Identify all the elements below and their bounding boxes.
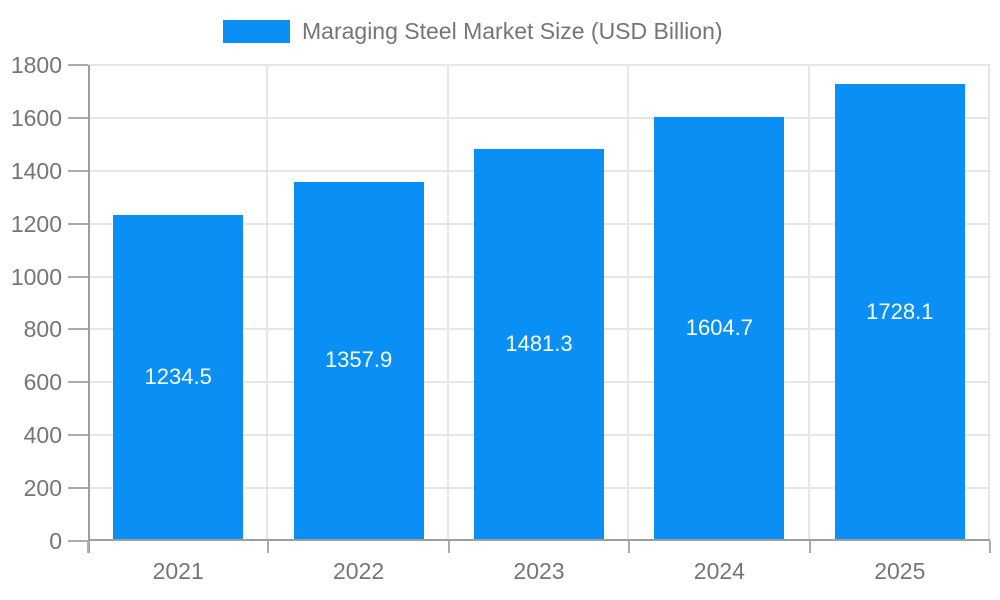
y-axis-tick-label: 1800	[10, 52, 62, 78]
y-axis-tick	[68, 169, 88, 172]
x-axis-tick	[447, 541, 450, 553]
y-axis-tick	[68, 222, 88, 225]
legend-series-label: Maraging Steel Market Size (USD Billion)	[302, 18, 723, 44]
bar-2021: 1234.5	[113, 214, 244, 539]
x-axis-tick	[989, 541, 991, 553]
y-axis-tick-label: 400	[23, 422, 62, 449]
x-axis-category-label: 2025	[874, 558, 926, 584]
gridline-vertical	[446, 65, 449, 541]
x-axis-category-label: 2024	[693, 558, 745, 584]
y-axis-tick	[68, 540, 88, 542]
x-axis-tick	[628, 541, 631, 553]
x-axis-tick	[267, 541, 270, 553]
gridline-vertical	[627, 65, 630, 541]
gridline-vertical	[988, 65, 990, 541]
x-axis-tick	[808, 541, 811, 553]
bar-value-label: 1234.5	[144, 363, 212, 389]
y-axis-tick	[68, 381, 88, 384]
y-axis-tick-label: 1200	[10, 210, 62, 237]
y-axis-tick-label: 1400	[10, 157, 62, 184]
y-axis-tick-label: 1000	[10, 263, 62, 290]
y-axis-tick	[68, 116, 88, 119]
y-axis-tick-label: 0	[49, 528, 62, 554]
y-axis-tick	[68, 487, 88, 490]
legend: Maraging Steel Market Size (USD Billion)	[223, 17, 723, 45]
y-axis-tick	[68, 434, 88, 437]
x-axis-line	[88, 539, 990, 541]
gridline-horizontal	[88, 64, 990, 66]
bar-2025: 1728.1	[834, 84, 965, 539]
y-axis-tick	[68, 328, 88, 331]
gridline-vertical	[807, 65, 810, 541]
y-axis-line	[88, 65, 90, 553]
bar-2023: 1481.3	[474, 149, 604, 539]
plot-area: 1234.5 1357.9 1481.3 1604.7 1728.1	[88, 64, 990, 553]
x-axis-category-label: 2022	[333, 558, 385, 584]
bar-value-label: 1357.9	[324, 347, 393, 373]
y-axis-tick-label: 600	[23, 369, 62, 396]
legend-swatch	[223, 19, 290, 43]
y-axis-tick-label: 1600	[10, 104, 62, 131]
bar-value-label: 1604.7	[685, 314, 754, 340]
bar-2022: 1357.9	[293, 181, 424, 539]
x-axis-tick	[87, 541, 89, 553]
bar-value-label: 1728.1	[866, 298, 934, 324]
bar-2024: 1604.7	[654, 116, 785, 539]
x-axis-category-label: 2021	[152, 558, 204, 584]
y-axis-tick	[68, 64, 88, 66]
gridline-vertical	[266, 65, 269, 541]
y-axis-tick-label: 800	[23, 316, 62, 343]
bar-value-label: 1481.3	[505, 331, 573, 357]
x-axis-category-label: 2023	[513, 558, 565, 584]
y-axis-tick	[68, 275, 88, 278]
y-axis-tick-label: 200	[23, 475, 62, 502]
